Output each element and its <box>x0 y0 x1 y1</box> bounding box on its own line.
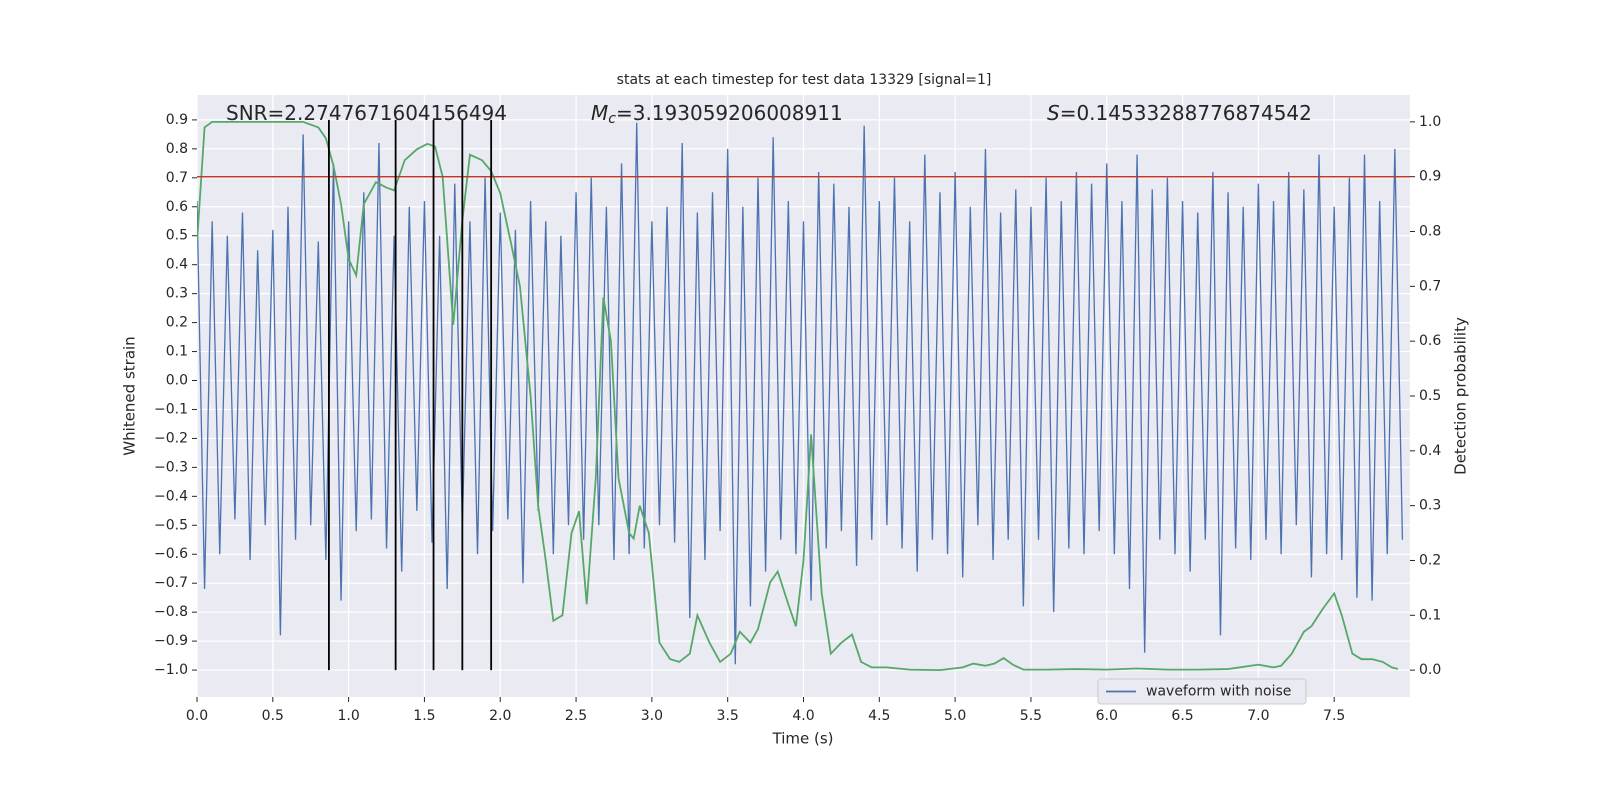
y-tick-label: 0.9 <box>166 112 188 128</box>
y2-tick-label: 0.5 <box>1419 388 1441 404</box>
y-tick-label: −1.0 <box>154 662 188 678</box>
y2-tick-label: 0.6 <box>1419 333 1441 349</box>
y2-tick-label: 0.2 <box>1419 552 1441 568</box>
y-tick-label: −0.2 <box>154 430 188 446</box>
annotation-symbol: S <box>1047 101 1060 125</box>
y-tick-label: −0.3 <box>154 459 188 475</box>
x-tick-label: 6.5 <box>1171 708 1193 724</box>
y2-tick-label: 0.1 <box>1419 607 1441 623</box>
x-tick-label: 1.5 <box>413 708 435 724</box>
y-tick-label: −0.5 <box>154 517 188 533</box>
y2-tick-label: 0.7 <box>1419 278 1441 294</box>
annotation-text: SNR=2.2747671604156494 <box>226 101 507 125</box>
y2-tick-label: 0.4 <box>1419 443 1441 459</box>
chart-title: stats at each timestep for test data 133… <box>617 72 992 88</box>
y-tick-label: 0.2 <box>166 315 188 331</box>
x-tick-label: 7.0 <box>1247 708 1269 724</box>
y-tick-label: −0.1 <box>154 401 188 417</box>
y-tick-label: −0.6 <box>154 546 188 562</box>
annotation: S=0.14533288776874542 <box>1047 101 1312 125</box>
y2-tick-label: 0.3 <box>1419 498 1441 514</box>
x-tick-label: 0.0 <box>186 708 208 724</box>
y-tick-label: 0.0 <box>166 373 188 389</box>
y-tick-label: 0.7 <box>166 170 188 186</box>
x-tick-label: 2.5 <box>565 708 587 724</box>
y2-tick-label: 0.0 <box>1419 662 1441 678</box>
y-tick-label: 0.4 <box>166 257 188 273</box>
annotation-value: =3.193059206008911 <box>616 101 843 125</box>
legend-label: waveform with noise <box>1146 684 1291 700</box>
legend-box <box>1097 678 1307 705</box>
annotation-value: =0.14533288776874542 <box>1060 101 1312 125</box>
y-tick-label: 0.3 <box>166 286 188 302</box>
x-tick-label: 2.0 <box>489 708 511 724</box>
x-tick-label: 5.5 <box>1020 708 1042 724</box>
y-tick-label: −0.7 <box>154 575 188 591</box>
x-tick-label: 1.0 <box>337 708 359 724</box>
y-tick-label: 0.1 <box>166 344 188 360</box>
annotation: Mc=3.193059206008911 <box>591 101 843 128</box>
annotation-subscript: c <box>608 111 616 127</box>
x-tick-label: 3.5 <box>717 708 739 724</box>
y2-tick-label: 0.9 <box>1419 169 1441 185</box>
x-tick-label: 6.0 <box>1096 708 1118 724</box>
x-tick-label: 3.0 <box>641 708 663 724</box>
x-axis-label: Time (s) <box>772 730 834 748</box>
y2-axis-label: Detection probability <box>1452 317 1470 475</box>
probability-line <box>197 120 1399 672</box>
x-tick-label: 4.0 <box>792 708 814 724</box>
y2-tick-label: 0.8 <box>1419 224 1441 240</box>
y-tick-label: −0.9 <box>154 633 188 649</box>
y-tick-label: 0.6 <box>166 199 188 215</box>
y-tick-label: 0.8 <box>166 141 188 157</box>
y-tick-label: −0.8 <box>154 604 188 620</box>
annotation: SNR=2.2747671604156494 <box>226 101 507 125</box>
x-tick-label: 0.5 <box>262 708 284 724</box>
y2-tick-label: 1.0 <box>1419 114 1441 130</box>
y-tick-label: 0.5 <box>166 228 188 244</box>
y-axis-label: Whitened strain <box>121 336 139 455</box>
y-tick-label: −0.4 <box>154 488 188 504</box>
x-tick-label: 4.5 <box>868 708 890 724</box>
annotation-symbol: M <box>591 101 608 125</box>
x-tick-label: 5.0 <box>944 708 966 724</box>
x-tick-label: 7.5 <box>1323 708 1345 724</box>
waveform-line <box>197 122 1404 665</box>
